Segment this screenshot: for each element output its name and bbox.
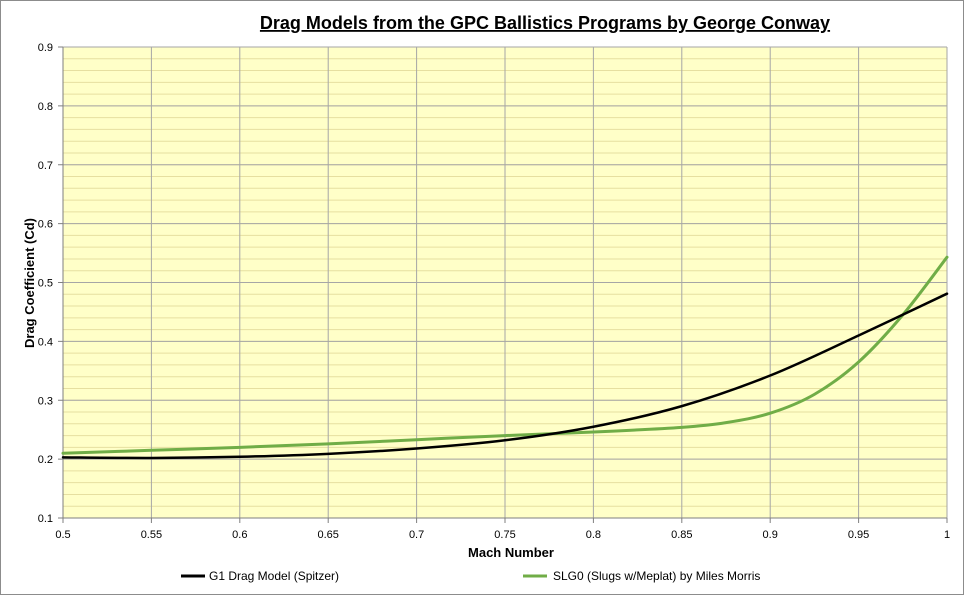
y-tick-label: 0.1 <box>38 513 53 525</box>
x-tick-label: 0.5 <box>55 529 70 541</box>
series-line-slg0 <box>61 255 949 455</box>
x-tick-label: 1 <box>944 529 950 541</box>
y-tick-label: 0.3 <box>38 395 53 407</box>
x-tick-label: 0.8 <box>586 529 601 541</box>
legend-label: G1 Drag Model (Spitzer) <box>209 569 339 583</box>
x-tick-label: 0.7 <box>409 529 424 541</box>
y-tick-label: 0.4 <box>38 336 53 348</box>
legend: G1 Drag Model (Spitzer) SLG0 (Slugs w/Mep… <box>181 569 760 583</box>
y-tick-label: 0.2 <box>38 454 53 466</box>
y-tick-label: 0.5 <box>38 278 53 290</box>
y-tick-label: 0.8 <box>38 101 53 113</box>
chart-title: Drag Models from the GPC Ballistics Prog… <box>260 13 830 33</box>
legend-label: SLG0 (Slugs w/Meplat) by Miles Morris <box>553 569 760 583</box>
y-tick-label: 0.7 <box>38 160 53 172</box>
series-line-g1 <box>61 292 949 460</box>
y-tick-label: 0.9 <box>38 42 53 54</box>
x-tick-label: 0.75 <box>494 529 515 541</box>
x-tick-label: 0.95 <box>848 529 869 541</box>
y-axis-title: Drag Coefficient (Cd) <box>22 218 37 348</box>
y-tick-label: 0.6 <box>38 219 53 231</box>
x-axis-title: Mach Number <box>468 545 554 560</box>
x-tick-label: 0.9 <box>763 529 778 541</box>
x-axis-ticks: 0.5 0.55 0.6 0.65 0.7 0.75 0.8 0.85 0.9 0.95 1 <box>55 518 950 541</box>
x-tick-label: 0.6 <box>232 529 247 541</box>
x-tick-label: 0.65 <box>317 529 338 541</box>
series-layer <box>61 255 949 460</box>
x-tick-label: 0.55 <box>141 529 162 541</box>
x-tick-label: 0.85 <box>671 529 692 541</box>
y-axis-ticks: 0.1 0.2 0.3 0.4 0.5 0.6 0.7 0.8 0.9 <box>38 42 63 525</box>
